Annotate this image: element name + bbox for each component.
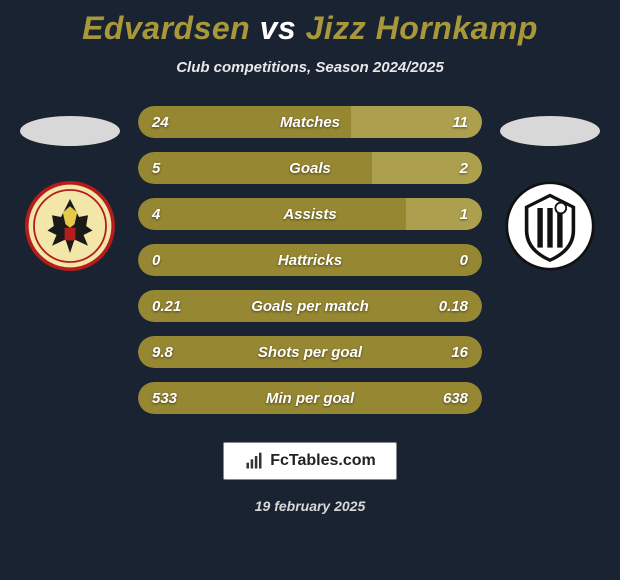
go-ahead-eagles-crest-icon xyxy=(25,181,115,271)
stat-row: 533Min per goal638 xyxy=(138,382,482,414)
club-crest-left xyxy=(25,181,115,271)
stat-value-right: 2 xyxy=(422,160,482,177)
stat-value-right: 638 xyxy=(422,390,482,407)
stat-value-right: 0.18 xyxy=(422,298,482,315)
stat-row: 24Matches11 xyxy=(138,106,482,138)
club-crest-right xyxy=(505,181,595,271)
player1-placeholder-oval xyxy=(20,116,120,146)
stat-value-right: 0 xyxy=(422,252,482,269)
stat-label: Hattricks xyxy=(198,252,422,269)
main-row: 24Matches115Goals24Assists10Hattricks00.… xyxy=(0,106,620,414)
stat-value-left: 533 xyxy=(138,390,198,407)
stat-value-left: 9.8 xyxy=(138,344,198,361)
subtitle: Club competitions, Season 2024/2025 xyxy=(176,59,444,76)
heracles-crest-icon xyxy=(505,181,595,271)
stat-label: Matches xyxy=(198,114,422,131)
stat-value-left: 24 xyxy=(138,114,198,131)
stats-column: 24Matches115Goals24Assists10Hattricks00.… xyxy=(130,106,490,414)
player2-placeholder-oval xyxy=(500,116,600,146)
title-vs: vs xyxy=(260,10,297,46)
stat-value-left: 0.21 xyxy=(138,298,198,315)
stat-row: 4Assists1 xyxy=(138,198,482,230)
stat-value-right: 11 xyxy=(422,114,482,131)
stat-value-right: 1 xyxy=(422,206,482,223)
brand-badge[interactable]: FcTables.com xyxy=(223,442,397,480)
stat-value-left: 4 xyxy=(138,206,198,223)
stat-label: Goals xyxy=(198,160,422,177)
page-title: Edvardsen vs Jizz Hornkamp xyxy=(82,10,538,47)
right-column xyxy=(490,106,610,271)
stat-value-left: 5 xyxy=(138,160,198,177)
stat-row: 0.21Goals per match0.18 xyxy=(138,290,482,322)
stat-row: 9.8Shots per goal16 xyxy=(138,336,482,368)
stat-value-left: 0 xyxy=(138,252,198,269)
brand-text: FcTables.com xyxy=(270,452,376,470)
stat-label: Min per goal xyxy=(198,390,422,407)
stat-value-right: 16 xyxy=(422,344,482,361)
container: Edvardsen vs Jizz Hornkamp Club competit… xyxy=(0,0,620,580)
stat-row: 5Goals2 xyxy=(138,152,482,184)
stat-label: Shots per goal xyxy=(198,344,422,361)
stat-label: Assists xyxy=(198,206,422,223)
chart-icon xyxy=(244,451,264,471)
footer-date: 19 february 2025 xyxy=(255,498,366,514)
title-player2: Jizz Hornkamp xyxy=(306,10,538,46)
left-column xyxy=(10,106,130,271)
title-player1: Edvardsen xyxy=(82,10,250,46)
stat-label: Goals per match xyxy=(198,298,422,315)
stat-row: 0Hattricks0 xyxy=(138,244,482,276)
